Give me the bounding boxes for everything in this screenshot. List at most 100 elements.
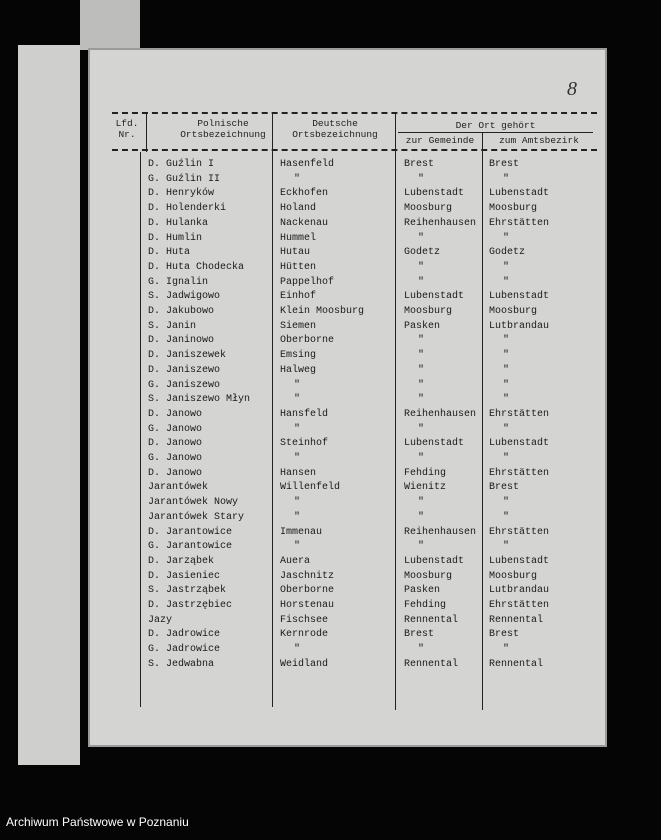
german-name: Fischsee xyxy=(280,614,329,626)
polish-name: Jarantówek xyxy=(148,482,209,494)
german-name: " xyxy=(294,423,301,435)
district: Brest xyxy=(489,629,520,641)
municipality: " xyxy=(418,261,425,273)
column-line xyxy=(272,112,273,707)
polish-name: G. Jadrowice xyxy=(148,644,221,656)
german-name: Jaschnitz xyxy=(280,570,335,582)
backing-sheet xyxy=(80,0,140,50)
polish-name: D. Hulanka xyxy=(148,217,209,229)
header-polish: Polnische Ortsbezeichnung xyxy=(180,118,266,140)
german-name: Hansen xyxy=(280,467,317,479)
german-name: Steinhof xyxy=(280,438,329,450)
polish-name: D. Janiszewo xyxy=(148,364,221,376)
district: Lutbrandau xyxy=(489,320,550,332)
header-municipality: zur Gemeinde xyxy=(405,135,475,146)
german-name: Kernrode xyxy=(280,629,329,641)
district: " xyxy=(503,350,510,362)
page-number: 8 xyxy=(567,78,577,100)
municipality: Fehding xyxy=(404,600,447,611)
municipality: Reihenhausen xyxy=(404,217,477,229)
german-name: Immenau xyxy=(280,526,323,538)
german-name: Hansfeld xyxy=(280,408,329,420)
german-name: Halweg xyxy=(280,364,317,376)
municipality: " xyxy=(418,511,425,523)
polish-name: D. Jastrzębiec xyxy=(148,600,233,611)
german-name: Emsing xyxy=(280,350,317,362)
municipality: " xyxy=(418,173,425,185)
polish-name: D. Jarząbek xyxy=(148,555,215,567)
header-number: Lfd. Nr. xyxy=(115,118,139,140)
german-name: Weidland xyxy=(280,658,329,670)
municipality: Wienitz xyxy=(404,482,447,494)
district: Lutbrandau xyxy=(489,585,550,597)
municipality: Lubenstadt xyxy=(404,438,465,450)
municipality: Pasken xyxy=(404,320,441,332)
polish-name: G. Janowo xyxy=(148,453,203,464)
polish-name: D. Janowo xyxy=(148,408,203,420)
municipality: Lubenstadt xyxy=(404,188,465,200)
column-line xyxy=(140,152,141,707)
polish-name: G. Janowo xyxy=(148,423,203,435)
header-district: zum Amtsbezirk xyxy=(499,135,579,146)
footer: Archiwum Państwowe w Poznaniu xyxy=(6,815,189,829)
district: " xyxy=(503,276,510,288)
municipality: Reihenhausen xyxy=(404,408,477,420)
german-name: Hutau xyxy=(280,247,311,259)
district: Lubenstadt xyxy=(489,188,550,200)
district: " xyxy=(503,511,510,523)
rule xyxy=(112,112,597,114)
polish-name: S. Janin xyxy=(148,320,197,332)
polish-name: S. Jadwigowo xyxy=(148,291,221,303)
german-name: Klein Moosburg xyxy=(280,306,365,317)
district: Rennental xyxy=(489,614,544,626)
municipality: Moosburg xyxy=(404,306,453,317)
municipality: " xyxy=(418,394,425,406)
german-name: Hummel xyxy=(280,232,317,244)
municipality: " xyxy=(418,232,425,244)
german-name: " xyxy=(294,453,301,464)
german-name: " xyxy=(294,511,301,523)
district: Brest xyxy=(489,159,520,170)
polish-name: D. Jakubowo xyxy=(148,306,215,317)
district: Ehrstätten xyxy=(489,526,550,538)
polish-name: Jazy xyxy=(148,614,173,626)
district: " xyxy=(503,173,510,185)
district: " xyxy=(503,261,510,273)
polish-name: D. Janinowo xyxy=(148,335,215,347)
polish-name: D. Jasieniec xyxy=(148,570,221,582)
municipality: " xyxy=(418,541,425,553)
german-name: Pappelhof xyxy=(280,276,335,288)
polish-name: D. Janiszewek xyxy=(148,350,227,362)
district: Lubenstadt xyxy=(489,438,550,450)
german-name: " xyxy=(294,541,301,553)
municipality: " xyxy=(418,350,425,362)
german-name: Hütten xyxy=(280,261,317,273)
polish-name: Jarantówek Stary xyxy=(148,511,245,523)
district: " xyxy=(503,364,510,376)
district: Lubenstadt xyxy=(489,291,550,303)
district: " xyxy=(503,379,510,391)
district: " xyxy=(503,644,510,656)
german-name: Siemen xyxy=(280,320,317,332)
district: Brest xyxy=(489,482,520,494)
municipality: " xyxy=(418,497,425,509)
polish-name: D. Janowo xyxy=(148,438,203,450)
rule xyxy=(112,149,597,151)
municipality: Fehding xyxy=(404,467,447,479)
municipality: Rennental xyxy=(404,658,459,670)
paper xyxy=(90,50,605,745)
polish-name: S. Janiszewo Młyn xyxy=(148,394,251,406)
municipality: " xyxy=(418,335,425,347)
municipality: " xyxy=(418,644,425,656)
municipality: Moosburg xyxy=(404,570,453,582)
polish-name: D. Guźlin I xyxy=(148,159,215,170)
district: Ehrstätten xyxy=(489,217,550,229)
german-name: Eckhofen xyxy=(280,188,329,200)
header-german: Deutsche Ortsbezeichnung xyxy=(292,118,378,140)
polish-name: S. Jastrząbek xyxy=(148,585,227,597)
german-name: Auera xyxy=(280,555,311,567)
municipality: Moosburg xyxy=(404,203,453,215)
municipality: " xyxy=(418,423,425,435)
german-name: Oberborne xyxy=(280,335,335,347)
german-name: Willenfeld xyxy=(280,482,341,494)
